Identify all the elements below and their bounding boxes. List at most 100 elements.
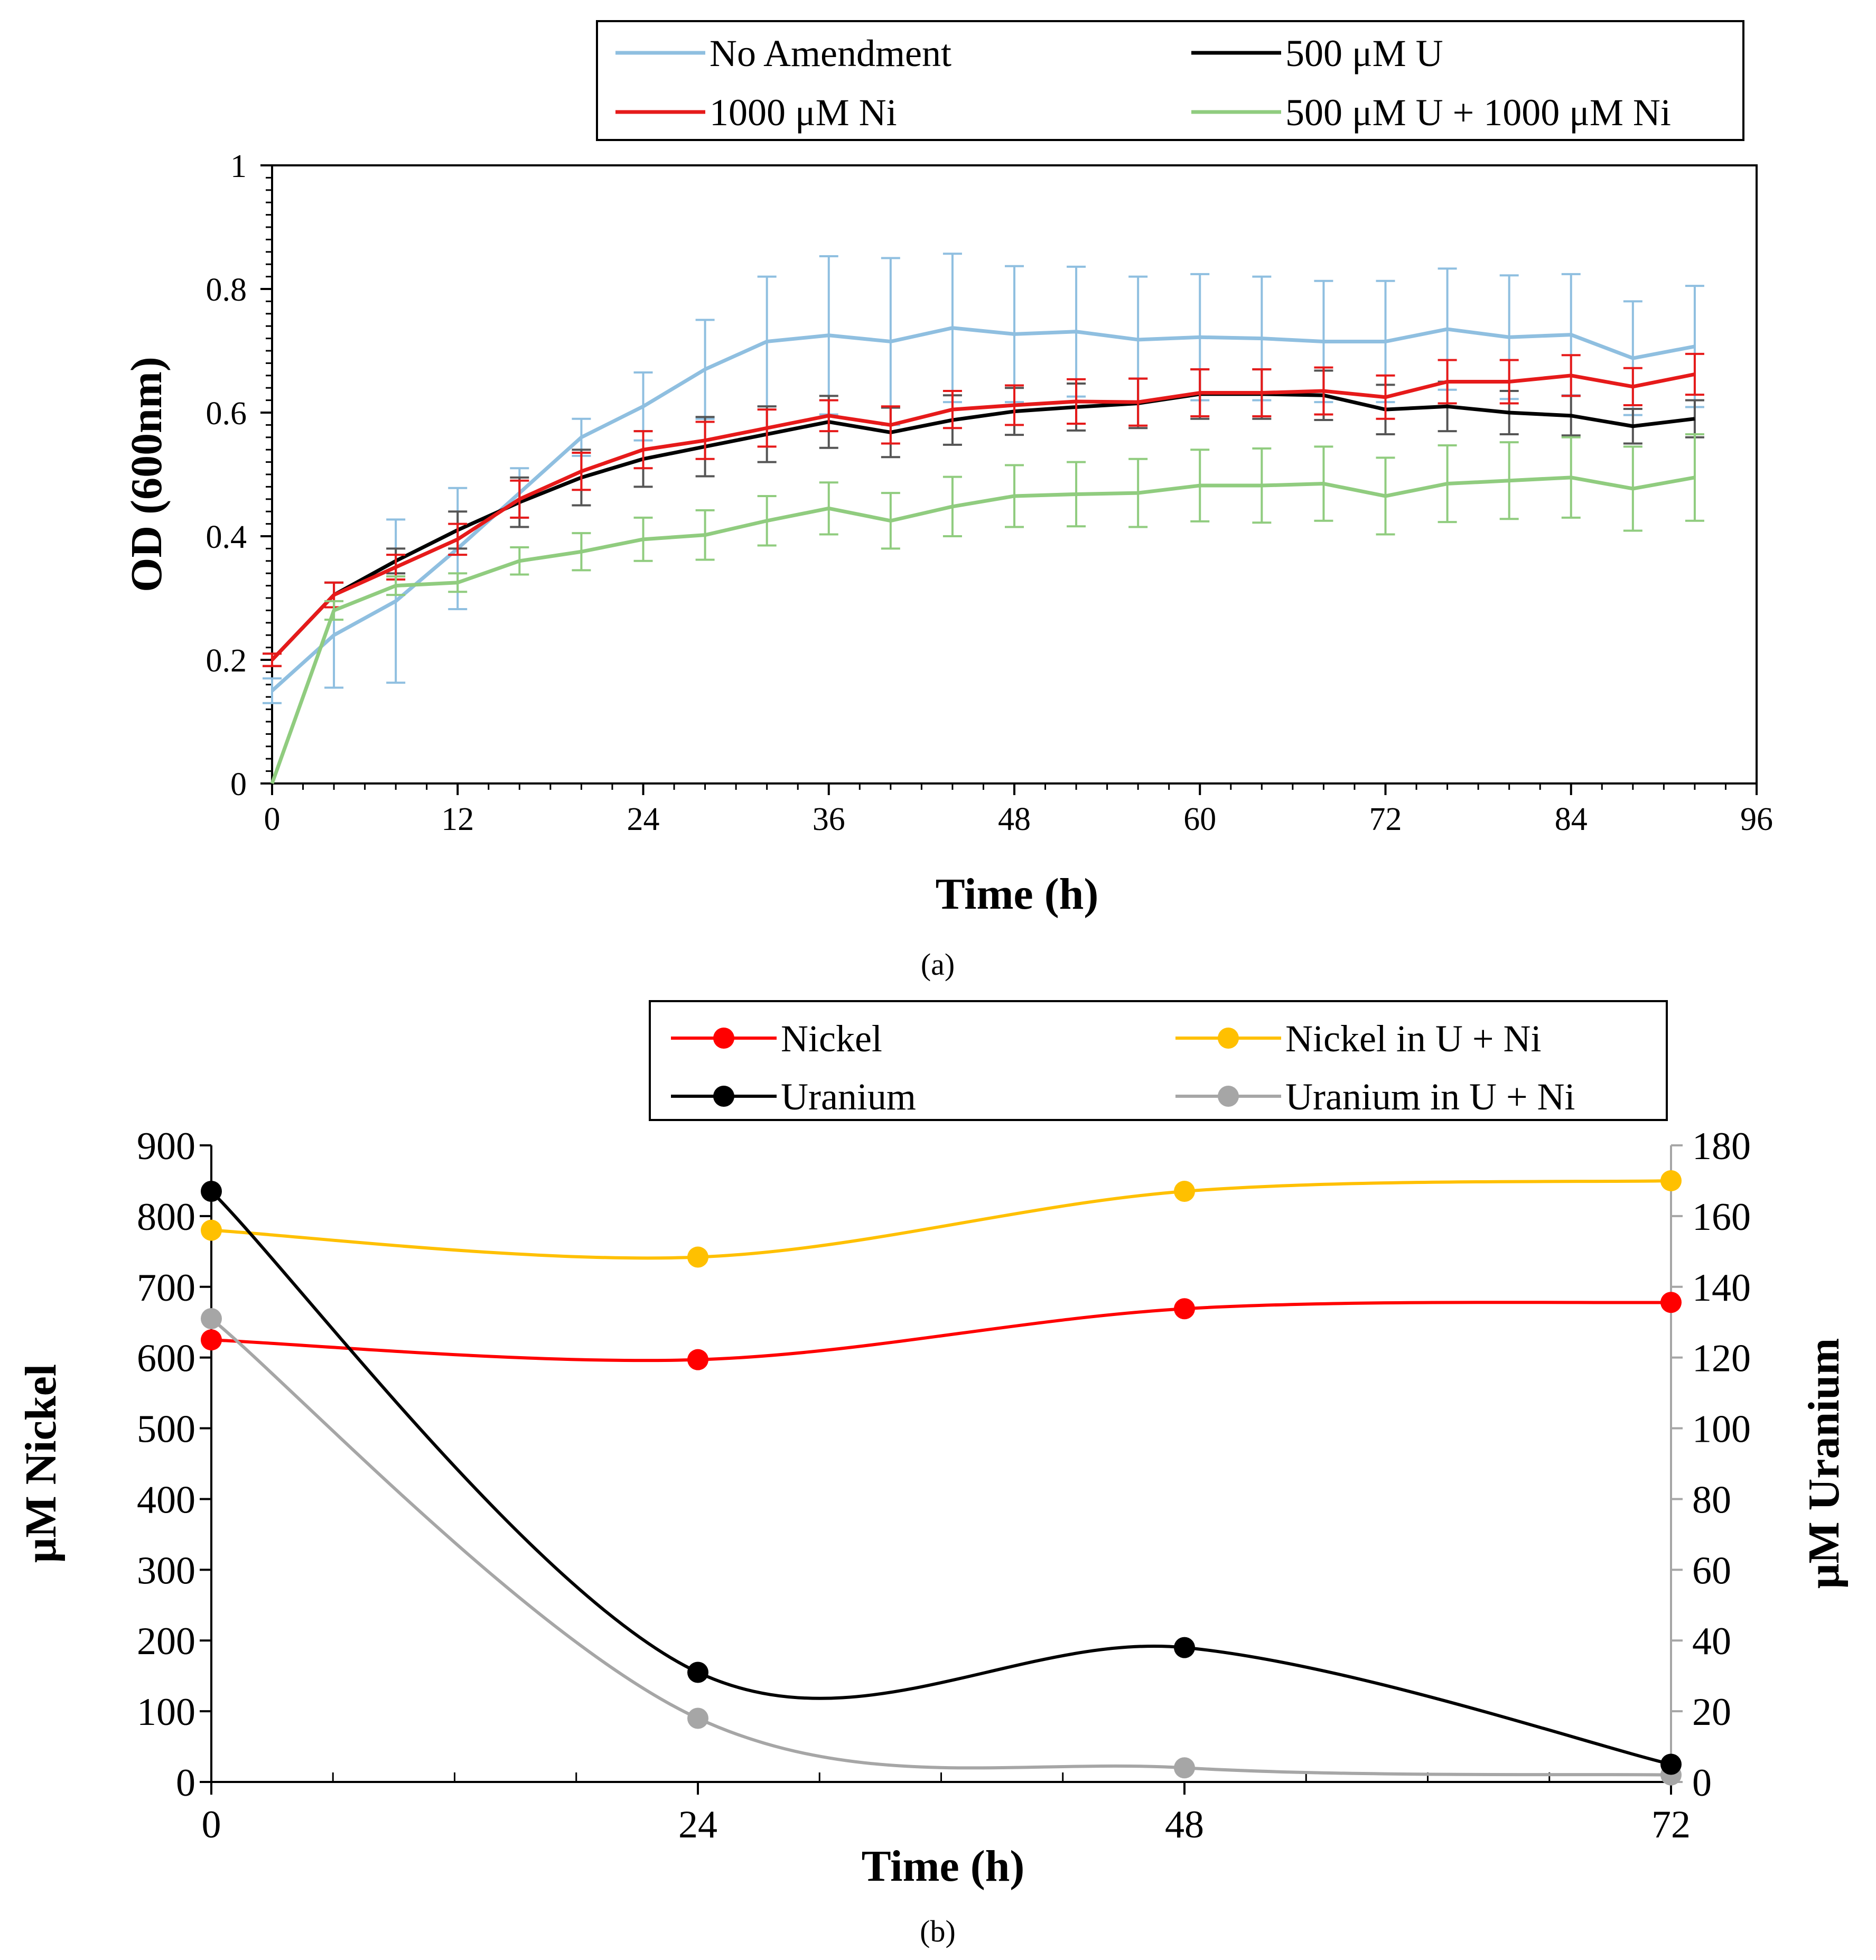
y-right-tick-label-b: 60 <box>1692 1549 1731 1592</box>
panel-label-a: (a) <box>921 947 955 982</box>
series-uranium-in-u-ni <box>201 1308 1682 1786</box>
legend-label-nickel: Nickel <box>781 1018 882 1060</box>
data-point <box>687 1246 708 1268</box>
data-point <box>1174 1637 1195 1658</box>
x-tick-label-a: 24 <box>627 801 660 837</box>
y-right-tick-label-b: 140 <box>1692 1266 1751 1310</box>
y-left-tick-label-b: 200 <box>137 1620 195 1663</box>
x-tick-label-b: 24 <box>678 1803 717 1846</box>
series-500-m-u-1000-m-ni <box>270 433 1704 785</box>
data-point <box>1660 1292 1682 1313</box>
data-point <box>1174 1181 1195 1202</box>
legend-marker-nickel <box>713 1028 734 1049</box>
legend-marker-uranium <box>713 1086 734 1107</box>
legend-label-uranium: Uranium <box>781 1076 916 1118</box>
series-line <box>210 1190 1672 1766</box>
data-point <box>201 1329 222 1351</box>
series-500-m-u <box>263 368 1704 667</box>
series-line <box>270 392 1695 661</box>
y-tick-label-a: 1 <box>230 148 247 184</box>
x-tick-label-a: 84 <box>1555 801 1588 837</box>
y-left-tick-label-b: 900 <box>137 1125 195 1168</box>
x-tick-label-a: 48 <box>998 801 1031 837</box>
legend-label-no-amendment: No Amendment <box>710 32 951 74</box>
series-uranium <box>201 1181 1682 1775</box>
y-left-tick-label-b: 500 <box>137 1408 195 1451</box>
y-axis-title-a: OD (600nm) <box>122 357 171 592</box>
legend-b: Nickel Nickel in U + Ni Uranium Uranium in … <box>671 1018 1575 1118</box>
x-axis-title-a: Time (h) <box>936 870 1099 919</box>
y-right-tick-label-b: 100 <box>1692 1408 1751 1451</box>
chart-panel-a: No Amendment 500 μM U 1000 μM Ni 500 μM U +… <box>122 20 1774 982</box>
y-left-tick-label-b: 0 <box>176 1761 195 1805</box>
legend-label-1000-m-ni: 1000 μM Ni <box>710 91 897 134</box>
y-right-tick-label-b: 120 <box>1692 1337 1751 1380</box>
legend-label-uranium-in-u-ni: Uranium in U + Ni <box>1285 1076 1575 1118</box>
data-point <box>1660 1753 1682 1775</box>
series-line <box>270 372 1695 661</box>
series-line <box>270 326 1695 693</box>
y-tick-label-a: 0.8 <box>206 272 247 308</box>
y-right-tick-label-b: 180 <box>1692 1125 1751 1168</box>
series-1000-m-ni <box>263 352 1704 667</box>
series-line <box>211 1179 1672 1260</box>
y-right-tick-label-b: 80 <box>1692 1478 1731 1522</box>
data-point <box>201 1219 222 1241</box>
legend-marker-nickel-in-u-ni <box>1218 1028 1239 1049</box>
y-axis-left-title-b: μM Nickel <box>16 1364 66 1563</box>
x-tick-label-a: 72 <box>1369 801 1402 837</box>
x-tick-label-b: 72 <box>1651 1803 1691 1846</box>
y-tick-label-a: 0.4 <box>206 519 247 555</box>
x-tick-label-a: 36 <box>813 801 845 837</box>
y-tick-label-a: 0.2 <box>206 643 247 679</box>
legend-a: No Amendment 500 μM U 1000 μM Ni 500 μM U +… <box>615 32 1671 134</box>
series-nickel <box>201 1292 1682 1370</box>
x-tick-label-a: 60 <box>1183 801 1216 837</box>
y-left-tick-label-b: 800 <box>137 1196 195 1239</box>
x-tick-label-b: 48 <box>1165 1803 1204 1846</box>
series-no-amendment <box>263 253 1704 704</box>
data-point <box>201 1308 222 1330</box>
y-right-tick-label-b: 20 <box>1692 1691 1731 1734</box>
legend-label-500-m-u: 500 μM U <box>1285 32 1443 74</box>
y-tick-label-a: 0 <box>230 767 247 802</box>
data-point <box>687 1662 708 1683</box>
chart-panel-b: Nickel Nickel in U + Ni Uranium Uranium in … <box>16 1000 1849 1948</box>
series-group-b <box>201 1170 1682 1786</box>
y-tick-label-a: 0.6 <box>206 396 247 432</box>
y-right-tick-label-b: 0 <box>1692 1761 1712 1805</box>
x-tick-label-a: 0 <box>264 801 281 837</box>
series-line <box>211 1301 1672 1362</box>
series-nickel-in-u-ni <box>201 1170 1682 1268</box>
data-point <box>201 1181 222 1202</box>
data-point <box>1174 1757 1195 1779</box>
y-axis-right-title-b: μM Uranium <box>1799 1338 1849 1589</box>
legend-marker-uranium-in-u-ni <box>1218 1086 1239 1107</box>
y-left-tick-label-b: 100 <box>137 1691 195 1734</box>
x-tick-label-a: 12 <box>441 801 474 837</box>
series-group-a <box>263 253 1704 785</box>
x-axis-title-b: Time (h) <box>862 1842 1025 1891</box>
y-left-tick-label-b: 400 <box>137 1478 195 1522</box>
data-point <box>687 1707 708 1729</box>
legend-label-500-m-u-1000-m-ni: 500 μM U + 1000 μM Ni <box>1285 91 1671 134</box>
legend-b-frame <box>649 1000 1668 1121</box>
data-point <box>1660 1170 1682 1191</box>
series-line <box>210 1317 1672 1777</box>
y-left-tick-label-b: 700 <box>137 1266 195 1310</box>
series-line <box>270 475 1695 785</box>
y-left-tick-label-b: 300 <box>137 1549 195 1592</box>
panel-label-b: (b) <box>920 1914 956 1948</box>
x-tick-label-a: 96 <box>1740 801 1773 837</box>
legend-a-frame <box>596 20 1744 141</box>
y-right-tick-label-b: 40 <box>1692 1620 1731 1663</box>
legend-label-nickel-in-u-ni: Nickel in U + Ni <box>1285 1018 1542 1060</box>
axis-ticks-a: 0 12 24 36 48 60 72 84 96 0 0.2 0.4 0.6 0.8 1 <box>206 148 1774 837</box>
y-right-tick-label-b: 160 <box>1692 1196 1751 1239</box>
data-point <box>1174 1298 1195 1320</box>
x-tick-label-b: 0 <box>202 1803 221 1846</box>
axis-ticks-b: 0 24 48 72010020030040050060070080090002040… <box>137 1125 1751 1846</box>
y-left-tick-label-b: 600 <box>137 1337 195 1380</box>
data-point <box>687 1349 708 1370</box>
